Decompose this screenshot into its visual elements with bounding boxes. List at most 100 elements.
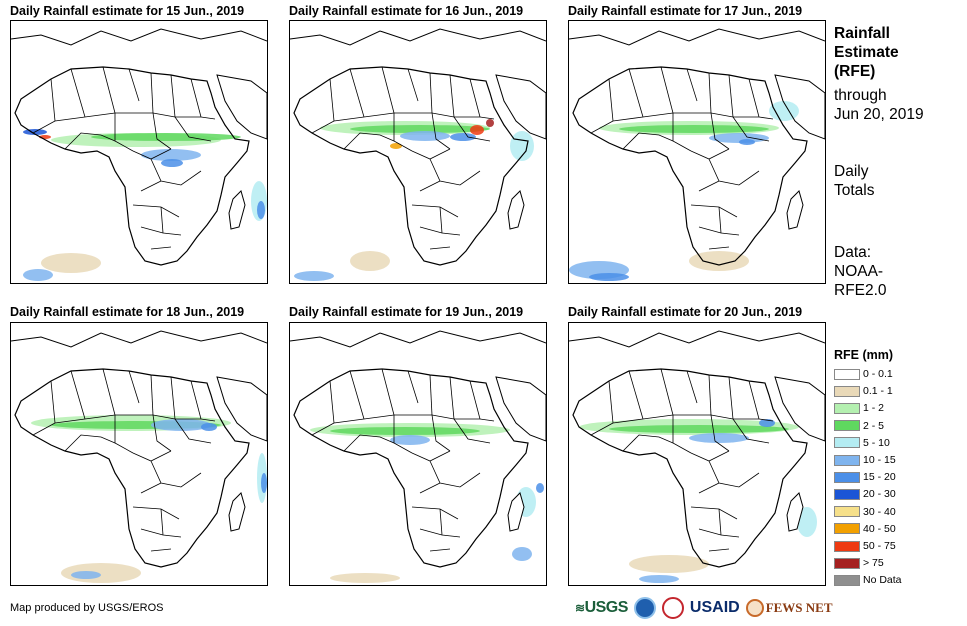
legend-item: 40 - 50 — [834, 521, 896, 537]
country-border — [419, 180, 441, 192]
rainfall-area — [512, 547, 532, 561]
europe-coastline — [11, 330, 267, 348]
country-border — [628, 68, 644, 118]
rainfall-area — [689, 251, 749, 271]
legend-item: 50 - 75 — [834, 538, 896, 554]
africa-landmass — [573, 369, 807, 567]
country-border — [431, 112, 451, 150]
europe-coastline — [569, 28, 825, 46]
rainfall-map-4 — [10, 322, 268, 586]
country-border — [708, 548, 730, 552]
country-border — [429, 246, 451, 250]
usaid-logo: USAID — [689, 599, 740, 616]
country-border — [728, 74, 734, 118]
country-border — [70, 68, 86, 118]
totals-text: Totals — [834, 182, 875, 199]
country-border — [140, 482, 162, 494]
legend-swatch — [834, 368, 860, 380]
country-border — [170, 74, 176, 118]
legend-label: 0.1 - 1 — [863, 385, 893, 398]
country-border — [469, 78, 481, 118]
europe-coastline — [290, 28, 546, 46]
legend-item: 20 - 30 — [834, 486, 896, 502]
rainfall-area — [151, 419, 211, 431]
rainfall-area — [390, 435, 430, 445]
country-border — [311, 422, 335, 436]
country-border — [439, 508, 443, 536]
rfe-title-line3: (RFE) — [834, 63, 876, 80]
europe-coastline — [11, 28, 267, 46]
country-border — [150, 460, 202, 488]
panel-title-3: Daily Rainfall estimate for 17 Jun., 201… — [568, 4, 803, 18]
country-border — [128, 370, 140, 404]
through-label: through Jun 20, 2019 — [834, 86, 924, 124]
legend-swatch — [834, 437, 860, 449]
rainfall-area — [619, 125, 769, 133]
legend-label: 30 - 40 — [863, 505, 896, 518]
country-border — [708, 246, 730, 250]
legend-item: No Data — [834, 572, 902, 588]
country-border — [718, 508, 722, 536]
legend-label: No Data — [863, 574, 902, 587]
rainfall-area — [91, 133, 241, 141]
country-border — [429, 460, 481, 488]
madagascar-outline — [507, 190, 525, 230]
country-border — [102, 368, 116, 416]
country-border — [708, 460, 760, 488]
rainfall-area — [41, 253, 101, 273]
rainfall-area — [61, 563, 141, 583]
fews-logo-text: FEWS NET — [765, 600, 833, 615]
through-text: through — [834, 87, 887, 104]
country-border — [710, 414, 730, 452]
country-border — [381, 368, 395, 416]
rainfall-area — [739, 139, 755, 145]
country-border — [429, 548, 451, 552]
logo-bar: ≋USGS USAID FEWS NET — [575, 594, 833, 622]
panel-title-6: Daily Rainfall estimate for 20 Jun., 201… — [568, 305, 803, 319]
country-border — [140, 226, 182, 236]
rainfall-area — [536, 483, 544, 493]
africa-landmass — [294, 369, 528, 567]
country-border — [453, 418, 491, 444]
country-border — [728, 376, 734, 420]
country-border — [329, 78, 335, 122]
africa-coastline — [293, 66, 529, 266]
country-border — [608, 380, 614, 424]
rainfall-area — [161, 159, 183, 167]
legend-swatch — [834, 523, 860, 535]
legend-swatch — [834, 540, 860, 552]
africa-landmass — [294, 67, 528, 265]
rainfall-map-5 — [289, 322, 547, 586]
country-border — [449, 376, 455, 420]
rainfall-area — [261, 473, 267, 493]
daily-text: Daily — [834, 163, 869, 180]
rainfall-map-3 — [568, 20, 826, 284]
usgs-logo: ≋USGS — [575, 599, 628, 617]
country-border — [150, 374, 154, 416]
country-border — [453, 116, 491, 142]
usgs-wave-icon: ≋ — [575, 601, 585, 615]
panel-title-4: Daily Rainfall estimate for 18 Jun., 201… — [10, 305, 245, 319]
country-border — [64, 434, 116, 452]
country-border — [407, 370, 419, 404]
rainfall-map-6 — [568, 322, 826, 586]
country-border — [718, 206, 722, 234]
country-border — [150, 72, 154, 114]
legend-label: 50 - 75 — [863, 540, 896, 552]
rainfall-area — [510, 131, 534, 161]
rainfall-area — [450, 133, 476, 141]
rainfall-area — [769, 101, 799, 121]
rainfall-area — [797, 507, 817, 537]
rainfall-area — [330, 427, 480, 435]
country-border — [140, 528, 182, 538]
country-border — [150, 246, 172, 250]
rainfall-map-1 — [10, 20, 268, 284]
rfe-title-line1: Rainfall — [834, 25, 890, 42]
panel-title-5: Daily Rainfall estimate for 19 Jun., 201… — [289, 305, 524, 319]
country-border — [160, 206, 164, 234]
country-border — [660, 66, 674, 114]
data-source-line2: NOAA- — [834, 263, 884, 280]
country-border — [349, 370, 365, 420]
country-border — [608, 78, 614, 122]
country-border — [114, 415, 134, 454]
